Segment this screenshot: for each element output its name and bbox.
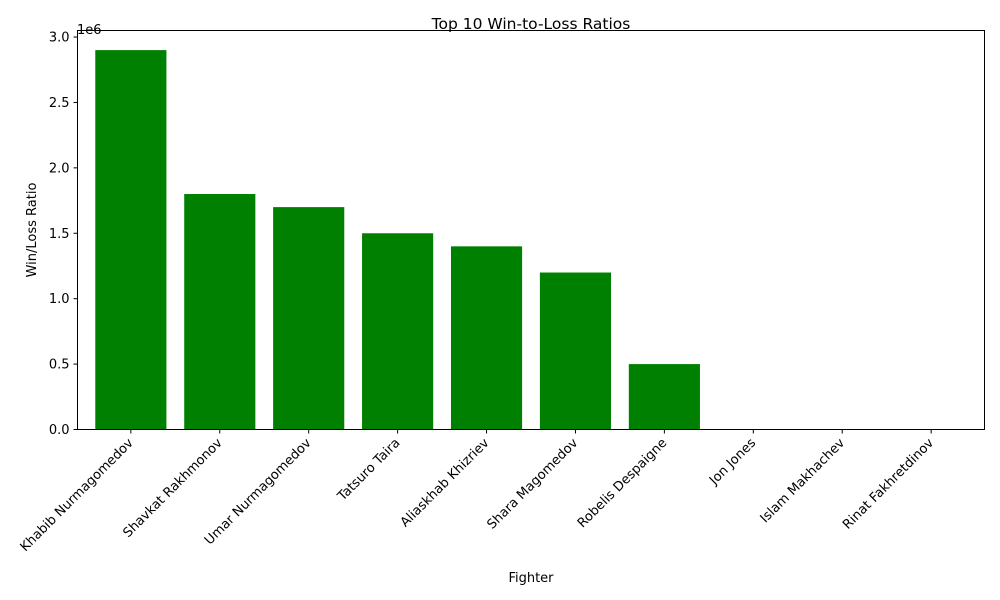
y-tick-label: 3.0 [49,31,70,46]
bar [95,50,167,430]
bar [273,207,345,430]
y-tick-label: 1.5 [49,227,70,242]
chart-title: Top 10 Win-to-Loss Ratios [431,15,631,33]
x-tick-label: Islam Makhachev [758,436,849,527]
y-tick-label: 0.0 [49,423,70,438]
x-tick-label: Khabib Nurmagomedov [18,436,137,555]
x-axis-title: Fighter [508,571,554,586]
x-tick-label: Rinat Fakhretdinov [840,436,937,533]
y-tick-label: 2.0 [49,161,70,176]
y-axis-ticks: 0.0 0.5 1.0 1.5 2.0 2.5 3.0 [49,31,78,438]
y-tick-label: 1.0 [49,292,70,307]
bar [628,364,700,430]
bar [184,194,256,430]
bar [450,246,523,430]
y-tick-label: 2.5 [49,96,70,111]
bars [95,50,700,430]
y-tick-label: 0.5 [49,358,70,373]
x-tick-label: Shara Magomedov [485,436,582,533]
bar [362,233,434,430]
x-tick-label: Shavkat Rakhmonov [120,436,225,541]
bar [539,272,612,430]
x-tick-label: Tatsuro Taira [334,436,403,505]
x-tick-label: Robelis Despaigne [575,436,670,531]
y-axis-title: Win/Loss Ratio [25,183,40,278]
x-tick-label: Aliaskhab Khizriev [398,436,493,531]
plot-frame [77,30,985,430]
x-tick-label: Jon Jones [706,436,759,489]
